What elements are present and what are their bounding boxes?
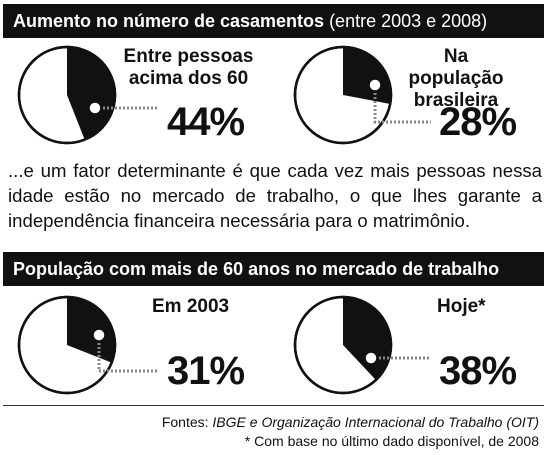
source-prefix: Fontes: — [161, 414, 213, 430]
pie-label-population: Na população brasileira — [408, 46, 504, 111]
source-credit: Fontes: IBGE e Organização Internacional… — [162, 414, 539, 430]
explanatory-paragraph: ...e um fator determinante é que cada ve… — [8, 160, 542, 231]
pie-chart-today — [293, 295, 431, 395]
pie-slice — [343, 47, 391, 104]
section-subtitle: (entre 2003 e 2008) — [329, 10, 488, 31]
pie-label-over-60: Entre pessoas acima dos 60 — [123, 46, 254, 89]
pie-slice — [67, 47, 116, 140]
pie-marker-dot — [364, 351, 378, 365]
footer-divider — [3, 405, 544, 406]
pie-marker-dot — [368, 78, 382, 92]
pie-value-2003: 31% — [167, 349, 245, 393]
section-title: População com mais de 60 anos no mercado… — [13, 258, 500, 279]
section-header-workforce: População com mais de 60 anos no mercado… — [3, 252, 544, 286]
pie-label-today: Hoje* — [437, 296, 486, 317]
pie-chart-2003 — [17, 295, 159, 395]
pie-value-over-60: 44% — [167, 100, 245, 144]
section-header-marriages: Aumento no número de casamentos (entre 2… — [3, 4, 544, 38]
pie-chart-over-60 — [17, 45, 159, 145]
leader-line — [373, 85, 431, 124]
pie-value-today: 38% — [439, 349, 517, 393]
leader-line — [97, 335, 159, 373]
pie-marker-dot — [92, 328, 106, 342]
source-footnote: * Com base no último dado disponível, de… — [244, 433, 539, 449]
source-names: IBGE e Organização Internacional do Trab… — [212, 414, 539, 430]
section-title: Aumento no número de casamentos — [13, 10, 325, 31]
pie-marker-dot — [88, 101, 102, 115]
pie-value-population: 28% — [439, 100, 517, 144]
pie-label-2003: Em 2003 — [152, 296, 230, 317]
pie-chart-population — [293, 45, 431, 145]
